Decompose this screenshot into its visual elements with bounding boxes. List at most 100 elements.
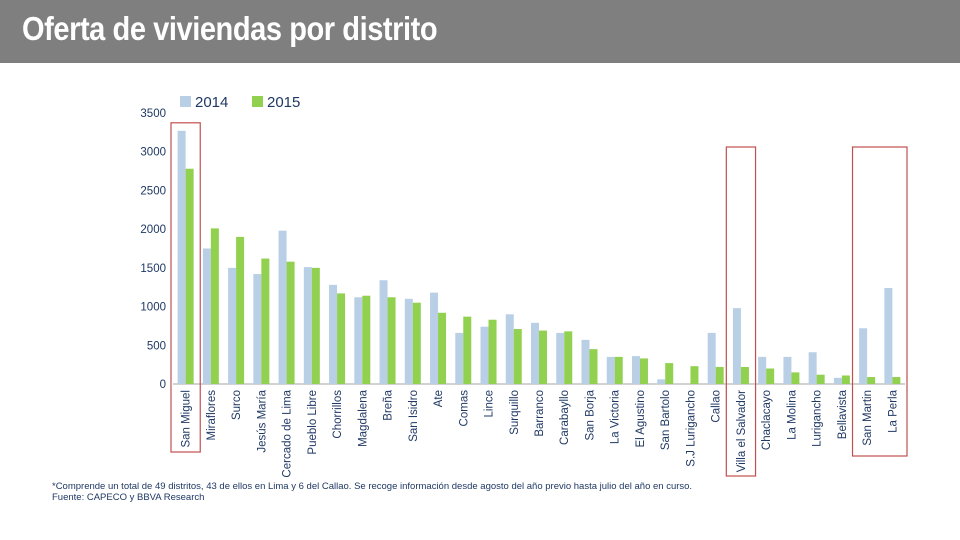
bar-2015-26 [841, 375, 850, 384]
bar-2015-27 [867, 377, 876, 384]
bar-2014-9 [404, 298, 413, 384]
bar-2015-16 [589, 349, 598, 384]
bar-2015-1 [210, 228, 219, 384]
bar-2015-17 [614, 356, 623, 384]
x-tick-label-13: Surquillo [509, 390, 521, 435]
x-tick-label-15: Carabayllo [559, 390, 571, 445]
legend-swatch-2014 [180, 96, 191, 107]
x-tick-label-20: S.J Lurigancho [685, 390, 697, 467]
bar-2014-1 [202, 248, 211, 384]
x-tick-label-23: Chaclacayo [761, 390, 773, 450]
bar-2014-7 [354, 297, 363, 384]
bar-2014-26 [833, 377, 842, 384]
x-tick-label-16: San Borja [584, 389, 596, 440]
y-tick-label-500: 500 [147, 340, 166, 352]
y-tick-label-2500: 2500 [140, 185, 166, 197]
bar-2015-15 [564, 331, 573, 384]
x-tick-label-8: Breña [383, 389, 395, 420]
bar-2014-23 [758, 356, 767, 384]
footnote-note: *Comprende un total de 49 distritos, 43 … [52, 481, 693, 492]
bar-2015-20 [690, 366, 699, 384]
bar-2015-8 [387, 297, 396, 384]
bar-2014-5 [303, 267, 312, 384]
x-tick-label-24: La Molina [786, 389, 798, 439]
x-tick-label-6: Chorrillos [332, 390, 344, 439]
x-tick-label-12: Lince [484, 390, 496, 418]
bar-2014-18 [631, 356, 640, 384]
bar-2014-15 [556, 332, 565, 384]
bar-2015-13 [513, 329, 522, 384]
bar-2015-23 [766, 368, 775, 384]
y-tick-label-0: 0 [160, 379, 166, 391]
bar-2014-14 [531, 322, 539, 384]
x-tick-label-14: Barranco [534, 390, 546, 437]
x-tick-label-5: Pueblo Libre [307, 390, 319, 455]
bar-2015-9 [412, 302, 421, 384]
x-tick-label-26: Bellavista [837, 389, 849, 439]
x-tick-label-0: San Miguel [181, 390, 193, 448]
bar-2015-24 [791, 372, 800, 384]
legend-label-2015: 2015 [267, 94, 300, 111]
bar-2015-22 [740, 366, 749, 384]
x-tick-label-3: Jesús María [256, 389, 268, 452]
x-tick-label-18: El Agustino [635, 390, 647, 448]
highlight-box-1 [725, 146, 757, 477]
x-tick-label-2: Surco [231, 390, 243, 420]
x-tick-label-10: Ate [433, 390, 445, 407]
x-tick-label-27: San Martin [862, 390, 874, 446]
y-tick-label-3000: 3000 [140, 147, 166, 159]
bar-2014-8 [379, 280, 388, 384]
bar-2014-21 [707, 332, 716, 384]
bar-2014-10 [430, 292, 439, 384]
x-tick-label-25: Lurigancho [812, 390, 824, 447]
bar-2014-6 [329, 284, 338, 384]
bar-2015-4 [286, 261, 295, 384]
bar-2014-17 [606, 356, 615, 384]
bar-2015-21 [715, 366, 724, 384]
bar-2015-10 [438, 312, 447, 384]
bar-2015-12 [488, 319, 497, 384]
footnote-source: Fuente: CAPECO y BBVA Research [52, 492, 205, 503]
bar-2015-5 [311, 267, 320, 384]
bar-2014-16 [581, 339, 590, 384]
bar-2014-2 [228, 267, 237, 384]
x-tick-label-4: Cercado de Lima [282, 389, 294, 477]
highlight-box-0 [170, 122, 201, 453]
highlight-box-2 [851, 146, 908, 457]
bar-2014-27 [859, 328, 868, 384]
title-bar: Oferta de viviendas por distrito [0, 0, 960, 63]
bar-2014-22 [732, 308, 741, 384]
bar-2015-25 [816, 374, 825, 384]
bar-2014-11 [455, 332, 464, 384]
legend-swatch-2015 [252, 96, 263, 107]
bar-2015-18 [639, 358, 648, 384]
x-tick-label-21: Callao [711, 390, 723, 423]
x-tick-label-1: Miraflores [206, 390, 218, 441]
bar-2014-3 [253, 274, 262, 384]
bar-2014-12 [480, 326, 489, 384]
slide-title: Oferta de viviendas por distrito [22, 10, 438, 47]
bar-2015-28 [892, 377, 901, 384]
bar-2015-2 [236, 236, 245, 384]
bar-2014-4 [278, 230, 287, 384]
x-tick-label-17: La Victoria [610, 389, 622, 444]
y-tick-label-1000: 1000 [140, 302, 166, 314]
bar-2015-3 [261, 258, 270, 384]
x-tick-label-22: Villa el Salvador [736, 390, 748, 472]
x-tick-label-11: Comas [458, 390, 470, 427]
bar-2014-25 [808, 352, 817, 384]
y-tick-label-1500: 1500 [140, 263, 166, 275]
bar-2014-28 [884, 287, 893, 384]
x-tick-label-9: San Isidro [408, 390, 420, 442]
bar-2015-19 [665, 363, 674, 384]
bar-2015-7 [362, 295, 371, 384]
y-tick-label-2000: 2000 [140, 224, 166, 236]
bar-2014-13 [505, 314, 514, 384]
bar-2014-0 [177, 130, 186, 384]
bar-2015-0 [185, 168, 194, 384]
bar-2014-24 [783, 356, 792, 384]
x-tick-label-19: San Bartolo [660, 390, 672, 450]
x-tick-label-7: Magdalena [357, 389, 369, 447]
bar-2015-6 [337, 293, 346, 384]
